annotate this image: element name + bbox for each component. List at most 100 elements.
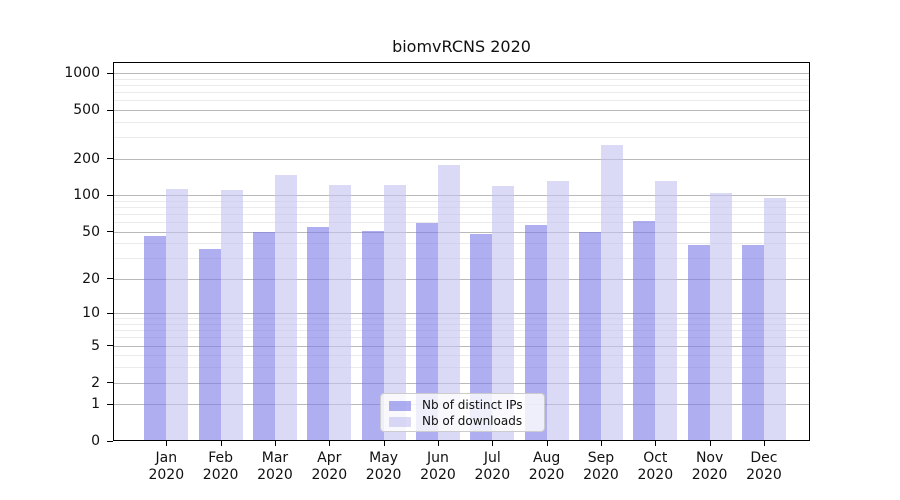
x-tick-9 — [600, 441, 602, 446]
y-tick-label-50: 50 — [82, 223, 100, 240]
gridline-major-10 — [113, 313, 810, 315]
bar-ips-jul — [470, 233, 493, 441]
bar-ips-mar — [252, 231, 275, 441]
y-tick-label-2: 2 — [91, 374, 100, 391]
x-tick-label-may: May 2020 — [365, 450, 402, 483]
y-tick-label-5: 5 — [91, 337, 100, 354]
bar-ips-aug — [524, 224, 547, 441]
y-tick-1 — [107, 403, 113, 405]
y-tick-200 — [107, 158, 113, 160]
bar-downloads-oct — [655, 181, 678, 441]
legend-row-ips: Nb of distinct IPs — [389, 398, 544, 413]
x-tick-10 — [655, 441, 657, 446]
bar-ips-feb — [198, 248, 221, 441]
x-tick-1 — [166, 441, 168, 446]
gridline-minor-40 — [113, 243, 810, 245]
bar-downloads-jan — [166, 188, 189, 441]
x-tick-label-jul: Jul 2020 — [474, 450, 511, 483]
bar-ips-apr — [307, 226, 330, 441]
y-tick-5 — [107, 345, 113, 347]
legend-swatch-downloads — [389, 416, 411, 427]
y-tick-label-10: 10 — [82, 305, 100, 322]
gridline-minor-8 — [113, 324, 810, 326]
gridline-major-2 — [113, 382, 810, 384]
bar-downloads-mar — [274, 175, 297, 441]
gridline-minor-80 — [113, 207, 810, 209]
bar-downloads-aug — [546, 180, 569, 441]
bar-ips-dec — [741, 244, 764, 441]
y-tick-label-500: 500 — [73, 102, 100, 119]
bar-downloads-sep — [600, 144, 623, 441]
gridline-minor-700 — [113, 92, 810, 94]
x-tick-label-dec: Dec 2020 — [746, 450, 782, 483]
x-tick-3 — [274, 441, 276, 446]
bar-downloads-feb — [220, 189, 243, 441]
bar-downloads-may — [383, 184, 406, 441]
gridline-major-20 — [113, 278, 810, 280]
x-tick-6 — [437, 441, 439, 446]
x-tick-12 — [763, 441, 765, 446]
x-tick-label-apr: Apr 2020 — [311, 450, 348, 483]
legend-label-downloads: Nb of downloads — [422, 414, 523, 428]
gridline-minor-30 — [113, 258, 810, 260]
gridline-major-100 — [113, 195, 810, 197]
bar-downloads-apr — [329, 184, 352, 441]
gridline-minor-900 — [113, 78, 810, 80]
x-tick-label-jan: Jan 2020 — [148, 450, 185, 483]
y-tick-label-20: 20 — [82, 270, 100, 287]
bar-ips-sep — [578, 231, 601, 441]
gridline-minor-7 — [113, 330, 810, 332]
legend-label-ips: Nb of distinct IPs — [422, 398, 523, 412]
x-tick-8 — [546, 441, 548, 446]
chart-title: biomvRCNS 2020 — [392, 37, 531, 56]
y-tick-100 — [107, 194, 113, 196]
x-tick-11 — [709, 441, 711, 446]
y-tick-label-1: 1 — [91, 396, 100, 413]
bar-ips-may — [361, 230, 384, 441]
x-tick-7 — [492, 441, 494, 446]
gridline-minor-90 — [113, 200, 810, 202]
x-tick-label-mar: Mar 2020 — [257, 450, 293, 483]
x-tick-label-jun: Jun 2020 — [420, 450, 456, 483]
y-tick-500 — [107, 109, 113, 111]
gridline-minor-3 — [113, 367, 810, 369]
bar-downloads-dec — [763, 197, 786, 441]
legend: Nb of distinct IPs Nb of downloads — [380, 393, 545, 432]
gridline-minor-300 — [113, 137, 810, 139]
x-tick-label-feb: Feb 2020 — [202, 450, 239, 483]
y-tick-label-100: 100 — [73, 187, 100, 204]
gridline-major-5 — [113, 345, 810, 347]
y-tick-label-200: 200 — [73, 150, 100, 167]
y-tick-20 — [107, 278, 113, 280]
gridline-minor-70 — [113, 214, 810, 216]
x-tick-5 — [383, 441, 385, 446]
gridline-major-500 — [113, 110, 810, 112]
gridline-major-50 — [113, 231, 810, 233]
x-tick-label-sep: Sep 2020 — [583, 450, 619, 483]
y-tick-10 — [107, 312, 113, 314]
bar-downloads-nov — [709, 192, 732, 441]
y-tick-2 — [107, 382, 113, 384]
bar-ips-oct — [633, 221, 656, 441]
gridline-minor-6 — [113, 337, 810, 339]
gridline-minor-600 — [113, 100, 810, 102]
gridline-minor-60 — [113, 222, 810, 224]
y-tick-label-0: 0 — [91, 433, 100, 449]
x-tick-label-aug: Aug 2020 — [528, 450, 565, 483]
x-tick-2 — [220, 441, 222, 446]
y-tick-label-1000: 1000 — [64, 65, 100, 82]
x-tick-label-oct: Oct 2020 — [637, 450, 674, 483]
gridline-major-1000 — [113, 73, 810, 75]
y-tick-1000 — [107, 72, 113, 74]
legend-row-downloads: Nb of downloads — [389, 414, 544, 429]
gridline-minor-4 — [113, 355, 810, 357]
x-tick-label-nov: Nov 2020 — [691, 450, 728, 483]
legend-swatch-ips — [389, 400, 411, 411]
gridline-minor-800 — [113, 85, 810, 87]
bar-downloads-jul — [492, 185, 515, 441]
gridline-minor-400 — [113, 121, 810, 123]
bar-downloads-jun — [437, 164, 460, 441]
y-tick-50 — [107, 231, 113, 233]
bar-ips-jan — [144, 236, 167, 441]
